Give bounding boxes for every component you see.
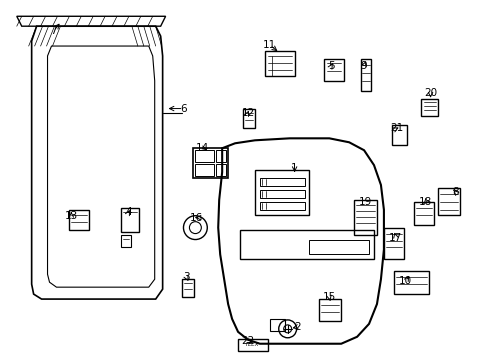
Text: 2: 2 bbox=[294, 322, 300, 332]
Text: 4: 4 bbox=[125, 207, 132, 217]
Text: 18: 18 bbox=[418, 197, 431, 207]
Text: 21: 21 bbox=[389, 123, 403, 134]
Text: 11: 11 bbox=[263, 40, 276, 50]
Text: 20: 20 bbox=[423, 88, 436, 98]
Text: 3: 3 bbox=[183, 272, 189, 282]
Text: 5: 5 bbox=[327, 61, 334, 71]
Text: 15: 15 bbox=[322, 292, 335, 302]
Text: 12: 12 bbox=[241, 108, 254, 117]
Text: 13: 13 bbox=[64, 211, 78, 221]
Text: 7: 7 bbox=[50, 26, 57, 36]
Text: 14: 14 bbox=[195, 143, 208, 153]
Text: 9: 9 bbox=[360, 61, 366, 71]
Text: 16: 16 bbox=[189, 213, 203, 223]
Text: 1: 1 bbox=[291, 163, 297, 173]
Text: FLEX: FLEX bbox=[245, 342, 259, 347]
Text: 19: 19 bbox=[358, 197, 371, 207]
Text: 10: 10 bbox=[398, 276, 411, 286]
Text: 6: 6 bbox=[180, 104, 186, 113]
Text: 17: 17 bbox=[388, 233, 402, 243]
Text: 22: 22 bbox=[241, 336, 254, 346]
Text: 8: 8 bbox=[451, 187, 458, 197]
